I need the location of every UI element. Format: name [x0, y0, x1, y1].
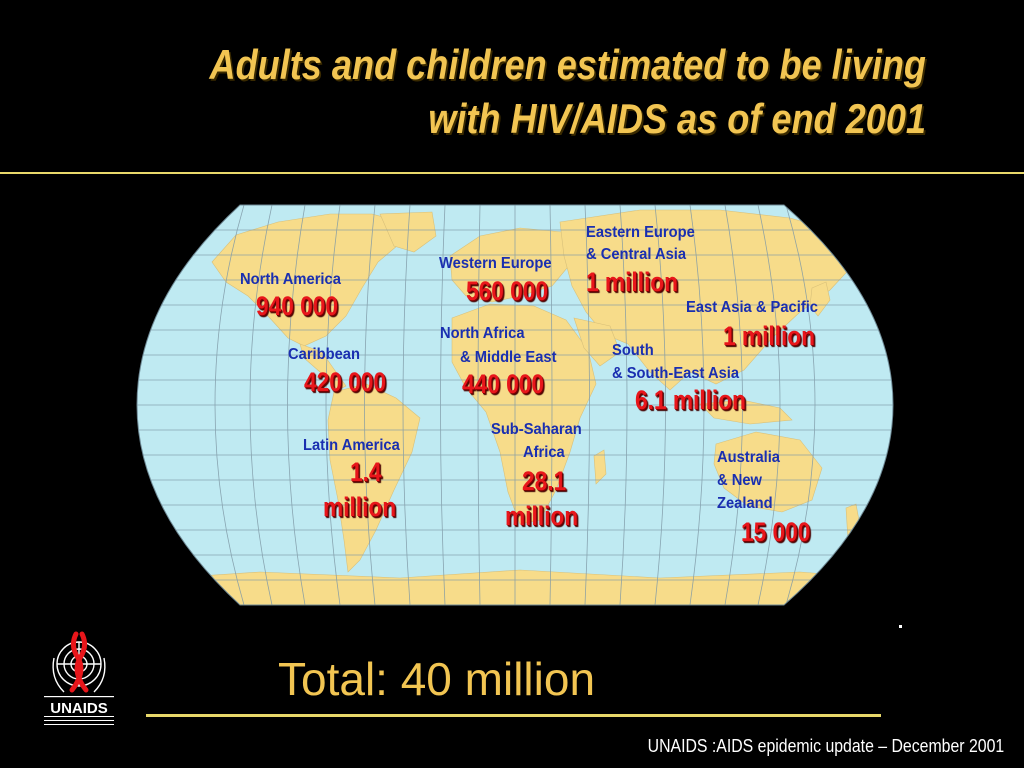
region-label-north-america: North America [240, 271, 341, 288]
region-label-eastern-europe-line2: & Central Asia [586, 246, 687, 263]
region-label-south-asia-line2: & South-East Asia [612, 365, 740, 382]
region-label-caribbean: Caribbean [288, 346, 360, 363]
region-label-eastern-europe-line1: Eastern Europe [586, 224, 695, 241]
region-value-eastern-europe: 1 million [586, 267, 679, 297]
region-label-western-europe: Western Europe [439, 255, 552, 272]
region-value-latin-america-line1: 1.4 [350, 457, 382, 487]
region-value-north-america: 940 000 [256, 291, 338, 321]
region-value-western-europe: 560 000 [466, 276, 548, 306]
title-line-2: with HIV/AIDS as of end 2001 [428, 95, 926, 142]
region-value-east-asia: 1 million [723, 321, 816, 351]
title-line-1: Adults and children estimated to be livi… [209, 41, 927, 88]
region-label-north-africa-line2: & Middle East [460, 349, 557, 366]
total-label: Total: 40 million [278, 653, 596, 705]
antarctica-land [139, 569, 893, 605]
japan-land [809, 281, 831, 317]
region-label-sub-saharan-line2: Africa [523, 444, 565, 461]
region-label-south-asia-line1: South [612, 342, 654, 359]
un-emblem-icon [52, 641, 106, 693]
red-ribbon-icon [69, 631, 89, 693]
source-citation: UNAIDS :AIDS epidemic update – December … [647, 736, 1004, 756]
madagascar-land [593, 449, 607, 485]
region-value-sub-saharan-line1: 28.1 [522, 466, 567, 496]
region-value-latin-america-line2: million [323, 492, 397, 522]
graticule [137, 205, 893, 605]
slide-title: Adults and children estimated to be livi… [186, 38, 926, 146]
region-label-australia-line3: Zealand [717, 495, 773, 512]
region-value-caribbean: 420 000 [304, 367, 386, 397]
australia-land [713, 431, 823, 513]
region-value-australia: 15 000 [741, 517, 811, 547]
bottom-divider [146, 714, 881, 717]
region-value-south-asia: 6.1 million [635, 385, 746, 415]
region-value-north-africa: 440 000 [462, 369, 544, 399]
region-label-australia-line2: & New [717, 472, 762, 489]
logo-text: UNAIDS [50, 700, 108, 717]
region-label-sub-saharan-line1: Sub-Saharan [491, 421, 582, 438]
region-label-latin-america: Latin America [303, 437, 400, 454]
indonesia-land [699, 399, 793, 425]
africa-land [451, 303, 597, 525]
title-divider [0, 172, 1024, 174]
region-value-sub-saharan-line2: million [505, 501, 579, 531]
europe-land [449, 227, 573, 303]
region-label-australia-line1: Australia [717, 449, 780, 466]
region-label-east-asia: East Asia & Pacific [686, 299, 819, 316]
region-label-north-africa-line1: North Africa [440, 325, 525, 342]
south-america-land [327, 383, 421, 573]
unaids-logo [44, 631, 114, 725]
stray-dot [899, 625, 902, 628]
map-border [136, 204, 894, 606]
